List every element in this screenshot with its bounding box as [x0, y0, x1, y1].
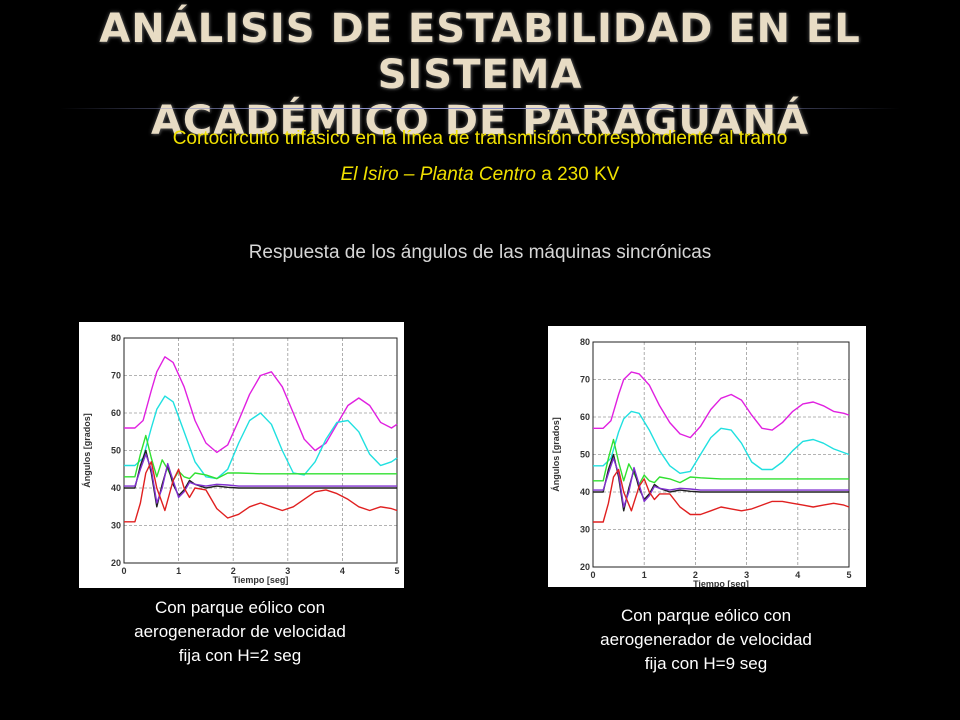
subtitle-line2: El Isiro – Planta Centro a 230 KV — [0, 164, 960, 186]
subtitle-line1: Cortocircuito trifásico en la línea de t… — [172, 128, 788, 149]
y-tick-label: 30 — [111, 521, 121, 531]
title-divider — [60, 108, 900, 109]
y-axis-label: Ángulos [grados] — [82, 413, 92, 488]
caption-h2-line2: aerogenerador de velocidad — [134, 622, 346, 641]
series-line-1 — [593, 371, 850, 439]
x-tick-label: 5 — [846, 570, 851, 580]
chart-h9: 0 1 2 3 4 5 20 30 40 50 60 70 80 Tiempo [seg] Ángulos … — [548, 326, 866, 589]
subtitle-line-segment: El Isiro – Planta Centro — [340, 164, 536, 185]
plot-frame — [123, 337, 398, 564]
caption-h2-line1: Con parque eólico con — [154, 598, 326, 617]
y-tick-label: 60 — [111, 408, 121, 418]
x-tick-label: 2 — [231, 566, 236, 576]
slide-title: ANÁLISIS DE ESTABILIDAD EN EL SISTEMA AC… — [0, 6, 960, 144]
x-tick-label: 3 — [744, 570, 749, 580]
caption-h9-line2: aerogenerador de velocidad — [600, 630, 812, 649]
x-tick-label: 5 — [394, 566, 399, 576]
y-tick-label: 40 — [111, 483, 121, 493]
y-tick-label: 20 — [580, 562, 590, 572]
series-line-2 — [124, 395, 398, 480]
x-axis-label: Tiempo [seg] — [693, 579, 749, 587]
slide-title-line2: ACADÉMICO DE PARAGUANÁ — [150, 98, 810, 144]
caption-h9-line3: fija con H=9 seg — [644, 654, 768, 673]
caption-h2: Con parque eólico con aerogenerador de v… — [80, 596, 400, 668]
y-axis-label: Ángulos [grados] — [551, 417, 561, 492]
x-tick-label: 1 — [642, 570, 647, 580]
y-tick-label: 40 — [580, 487, 590, 497]
x-tick-label: 0 — [590, 570, 595, 580]
y-tick-label: 60 — [580, 412, 590, 422]
y-tick-label: 80 — [580, 337, 590, 347]
y-tick-label: 50 — [111, 446, 121, 456]
series-line-2 — [593, 410, 850, 474]
x-tick-label: 4 — [795, 570, 800, 580]
series-line-5 — [593, 457, 849, 508]
series-line-3 — [593, 438, 849, 486]
x-tick-label: 0 — [121, 566, 126, 576]
series-line-6 — [124, 461, 398, 523]
series-line-1 — [124, 356, 398, 454]
chart-h9-svg: 0 1 2 3 4 5 20 30 40 50 60 70 80 Tiempo [seg] Ángulos … — [551, 337, 852, 589]
x-tick-label: 3 — [285, 566, 290, 576]
slide-title-line1: ANÁLISIS DE ESTABILIDAD EN EL SISTEMA — [99, 6, 861, 98]
series-line-6 — [593, 468, 850, 523]
caption-h9: Con parque eólico con aerogenerador de v… — [546, 604, 866, 676]
series-line-3 — [124, 434, 397, 482]
y-tick-label: 30 — [580, 525, 590, 535]
series-line-5 — [124, 453, 397, 504]
y-tick-label: 70 — [111, 371, 121, 381]
response-heading: Respuesta de los ángulos de las máquinas… — [248, 242, 712, 263]
y-tick-label: 80 — [111, 333, 121, 343]
caption-h9-line1: Con parque eólico con — [620, 606, 792, 625]
caption-h2-line3: fija con H=2 seg — [178, 646, 302, 665]
y-tick-label: 20 — [111, 558, 121, 568]
chart-h2-svg: 0 1 2 3 4 5 20 30 40 50 60 70 80 Tiempo [seg] Ángulos … — [82, 333, 400, 585]
chart-h2: 0 1 2 3 4 5 20 30 40 50 60 70 80 Tiempo [seg] Ángulos … — [79, 322, 404, 588]
y-tick-label: 50 — [580, 450, 590, 460]
subtitle-voltage: a 230 KV — [535, 164, 620, 185]
x-axis-label: Tiempo [seg] — [233, 575, 289, 585]
x-tick-label: 4 — [340, 566, 345, 576]
y-tick-label: 70 — [580, 375, 590, 385]
x-tick-label: 1 — [176, 566, 181, 576]
x-tick-label: 2 — [693, 570, 698, 580]
